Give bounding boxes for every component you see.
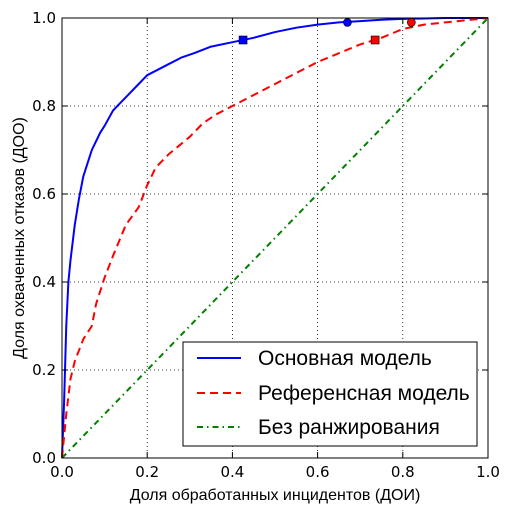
square-marker <box>238 35 248 45</box>
y-tick-label: 0.4 <box>32 273 56 291</box>
x-tick-label: 0.0 <box>50 463 74 481</box>
tick-labels: 0.0 0.2 0.4 0.6 0.8 1.0 0.0 0.2 0.4 0.6 0.8 1.0 <box>32 9 500 481</box>
legend-box <box>182 341 478 447</box>
reference-model-line <box>61 17 489 459</box>
y-tick-label: 0.0 <box>32 449 56 467</box>
legend-label-reference: Референсная модель <box>258 382 470 405</box>
y-tick-label: 0.8 <box>32 97 56 115</box>
series-markers <box>238 18 416 45</box>
legend: Основная модель Референсная модель Без р… <box>182 341 478 447</box>
x-axis-label: Доля обработанных инцидентов (ДОИ) <box>130 487 421 504</box>
series-lines <box>61 17 489 459</box>
x-tick-label: 0.8 <box>391 463 415 481</box>
x-tick-label: 0.2 <box>135 463 159 481</box>
circle-marker <box>343 18 352 27</box>
y-tick-label: 0.6 <box>32 185 56 203</box>
circle-marker <box>407 18 416 27</box>
y-tick-label: 1.0 <box>32 9 56 27</box>
x-tick-label: 0.6 <box>306 463 330 481</box>
plot-frame <box>61 17 489 459</box>
y-tick-label: 0.2 <box>32 361 56 379</box>
ticks <box>61 17 489 459</box>
main-model-line <box>61 17 488 459</box>
y-axis-label: Доля охваченных отказов (ДОО) <box>11 117 28 359</box>
x-tick-label: 0.4 <box>220 463 244 481</box>
square-marker <box>370 35 380 45</box>
legend-label-main: Основная модель <box>258 347 432 370</box>
x-tick-label: 1.0 <box>476 463 500 481</box>
legend-label-no-ranking: Без ранжирования <box>258 416 440 439</box>
